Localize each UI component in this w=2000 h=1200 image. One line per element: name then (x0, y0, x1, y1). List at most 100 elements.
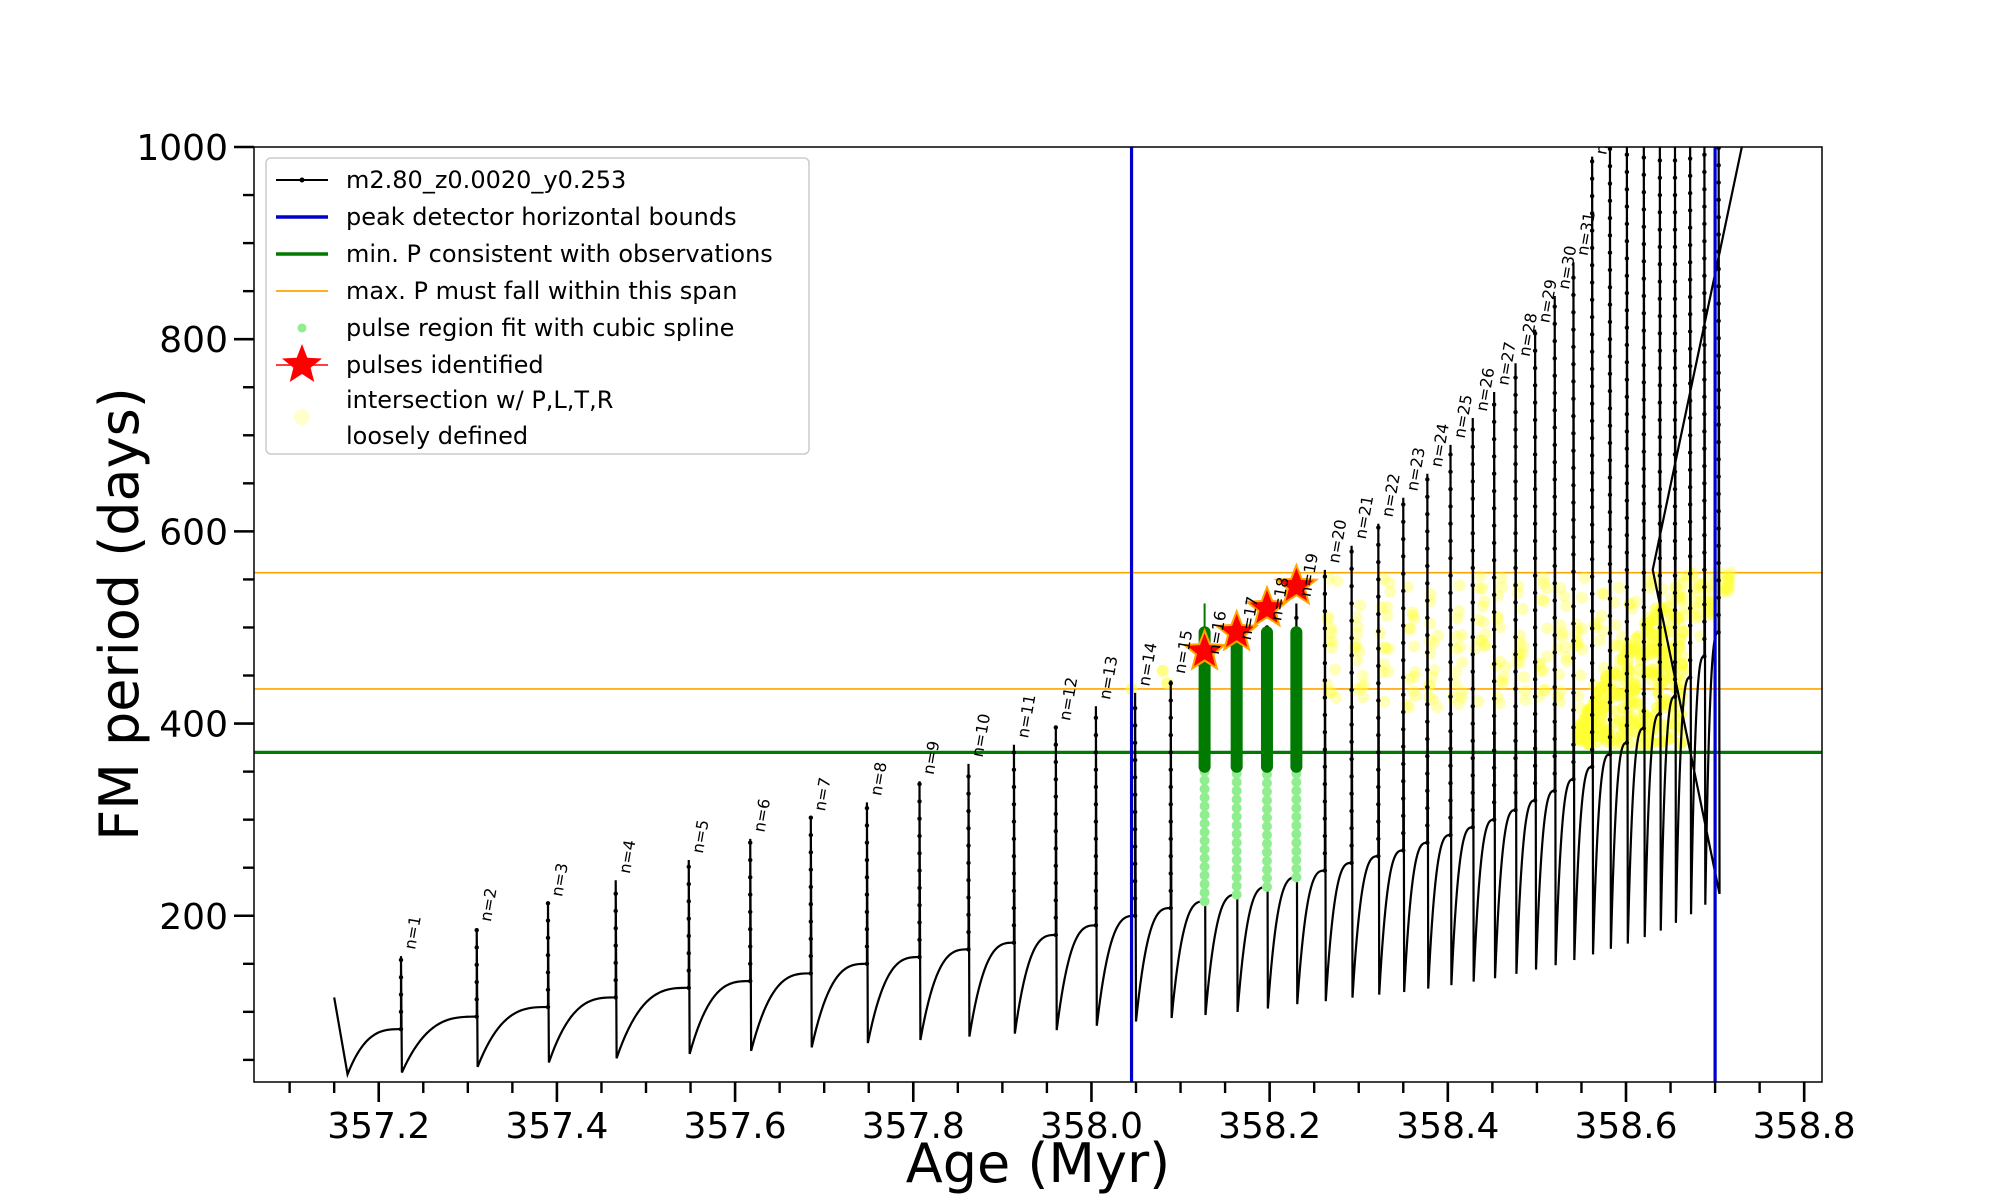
track-marker (1448, 469, 1453, 474)
track-marker (1589, 159, 1595, 164)
intersection-point (1380, 600, 1393, 613)
track-marker (1513, 807, 1518, 813)
track-marker (1672, 296, 1678, 302)
track-marker (1687, 156, 1693, 161)
spline-point (1231, 889, 1242, 900)
intersection-point (1472, 695, 1485, 708)
intersection-point (1403, 622, 1416, 635)
track-marker (1425, 823, 1430, 828)
legend-item: m2.80_z0.0020_y0.253 (276, 166, 626, 194)
track-marker (1607, 319, 1613, 325)
track-marker (1657, 659, 1663, 665)
spline-point (1199, 775, 1210, 786)
track-marker (1552, 632, 1557, 638)
intersection-point (1674, 571, 1687, 584)
track-marker (1687, 623, 1693, 628)
track-marker (1672, 227, 1678, 232)
track-marker (1168, 732, 1173, 738)
track-marker (1349, 583, 1354, 589)
track-marker (1513, 686, 1518, 692)
track-marker (1491, 817, 1497, 822)
track-marker (966, 808, 971, 814)
intersection-point (1572, 636, 1585, 649)
track-marker (1552, 529, 1557, 534)
track-marker (474, 997, 479, 1002)
track-marker (1624, 204, 1630, 209)
track-marker (1376, 646, 1381, 651)
track-marker (1607, 406, 1613, 411)
track-marker (1552, 494, 1557, 499)
track-marker (1657, 486, 1663, 492)
track-marker (1687, 571, 1693, 576)
intersection-point (1692, 587, 1705, 600)
spline-point (1231, 863, 1242, 874)
track-marker (1687, 588, 1693, 594)
track-marker (1687, 398, 1693, 403)
intersection-point (1349, 638, 1362, 651)
intersection-point (1574, 669, 1587, 682)
track-marker (1657, 175, 1663, 180)
track-marker (1589, 505, 1595, 510)
intersection-point (1383, 642, 1396, 655)
track-marker (1093, 819, 1099, 824)
track-marker (1672, 556, 1678, 561)
track-marker (1607, 648, 1613, 653)
intersection-point (1719, 582, 1732, 595)
track-marker (1702, 204, 1707, 209)
track-marker (748, 840, 753, 845)
track-marker (613, 908, 618, 914)
track-marker (1641, 172, 1647, 178)
legend-label: peak detector horizontal bounds (346, 203, 737, 231)
track-marker (1607, 388, 1613, 394)
spline-point (1261, 812, 1272, 823)
track-marker (1168, 698, 1173, 703)
track-marker (1093, 905, 1099, 911)
track-marker (1513, 721, 1518, 726)
legend-swatch-marker (299, 177, 305, 183)
pulse-star-3 (1244, 584, 1290, 628)
track-marker (808, 832, 814, 838)
intersection-point (1649, 723, 1662, 736)
track-marker (1513, 496, 1518, 501)
track-marker (1448, 642, 1453, 647)
track-marker (1532, 538, 1538, 544)
spline-point (1231, 794, 1242, 805)
track-marker (917, 799, 922, 804)
track-marker (1641, 345, 1647, 351)
track-marker (1571, 586, 1576, 592)
track-marker (1571, 379, 1576, 384)
track-marker (1552, 511, 1557, 517)
intersection-point (1478, 595, 1491, 608)
track-marker (1322, 747, 1328, 752)
track-marker (1641, 293, 1647, 299)
track-marker (1532, 642, 1538, 647)
track-marker (1425, 771, 1430, 776)
track-marker (1513, 410, 1518, 415)
track-marker (1448, 832, 1453, 838)
track-marker (1657, 607, 1663, 613)
track-marker (1672, 504, 1678, 509)
track-marker (1425, 840, 1430, 845)
intersection-point (1450, 630, 1463, 643)
y-tick-label: 400 (159, 705, 228, 746)
track-marker (1448, 590, 1453, 596)
track-marker (1011, 905, 1017, 911)
intersection-point (1630, 595, 1643, 608)
intersection-point (1428, 664, 1441, 677)
y-tick-label: 800 (159, 320, 228, 361)
intersection-point (1721, 585, 1734, 598)
track-marker (1571, 638, 1576, 644)
track-marker (1716, 543, 1721, 548)
track-marker (1702, 533, 1707, 538)
track-marker (1589, 435, 1595, 441)
track-marker (1552, 373, 1557, 378)
intersection-point (1356, 669, 1369, 682)
track-marker (1552, 581, 1557, 586)
track-marker (1552, 442, 1557, 448)
intersection-point (1598, 588, 1611, 601)
track-marker (808, 850, 814, 855)
track-marker (1401, 588, 1406, 594)
track-marker (1532, 677, 1538, 682)
track-marker (474, 927, 479, 933)
track-marker (1168, 819, 1173, 824)
